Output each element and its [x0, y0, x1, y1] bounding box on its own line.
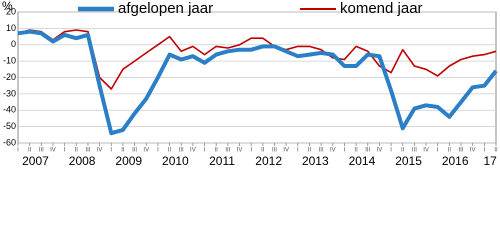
x-tick-label: III: [319, 148, 324, 154]
y-tick-label: -20: [3, 72, 16, 82]
x-group-label: 2011: [209, 154, 235, 168]
x-group-label: 2010: [162, 154, 189, 168]
y-tick-label: 0: [11, 39, 16, 49]
x-tick-label: I: [17, 148, 19, 154]
x-tick-label: III: [85, 148, 90, 154]
y-tick-label: -50: [3, 121, 16, 131]
x-tick-label: IV: [143, 148, 149, 154]
x-tick-label: III: [412, 148, 417, 154]
x-group-label: 17: [483, 154, 497, 168]
x-tick-label: III: [39, 148, 44, 154]
x-tick-label: I: [344, 148, 346, 154]
x-group-label: 2014: [349, 154, 376, 168]
x-tick-label: II: [261, 148, 265, 154]
data-line: [17, 29, 498, 136]
y-tick-label: -30: [3, 88, 16, 98]
x-group-label: 2012: [255, 154, 282, 168]
x-tick-label: I: [204, 148, 206, 154]
x-tick-label: II: [494, 148, 498, 154]
x-tick-label: IV: [470, 148, 476, 154]
x-tick-label: III: [459, 148, 464, 154]
y-tick-label: 10: [6, 23, 16, 33]
y-axis-label: %: [2, 0, 13, 13]
x-tick-label: IV: [50, 148, 56, 154]
x-tick-label: III: [225, 148, 230, 154]
x-tick-label: IV: [423, 148, 429, 154]
x-tick-label: IV: [330, 148, 336, 154]
x-tick-label: IV: [237, 148, 243, 154]
x-tick-label: I: [297, 148, 299, 154]
x-tick-label: II: [448, 148, 452, 154]
x-group-label: 2009: [115, 154, 142, 168]
x-tick-label: III: [132, 148, 137, 154]
x-tick-label: IV: [377, 148, 383, 154]
legend-label: komend jaar: [340, 0, 423, 17]
x-tick-label: IV: [283, 148, 289, 154]
x-tick-label: I: [157, 148, 159, 154]
x-tick-label: II: [168, 148, 172, 154]
x-tick-label: I: [484, 148, 486, 154]
x-tick-label: I: [110, 148, 112, 154]
x-group-label: 2013: [302, 154, 329, 168]
x-tick-label: IV: [190, 148, 196, 154]
x-tick-label: I: [250, 148, 252, 154]
x-group-label: 2008: [69, 154, 96, 168]
x-tick-label: II: [215, 148, 219, 154]
x-tick-label: III: [365, 148, 370, 154]
x-tick-label: III: [179, 148, 184, 154]
x-tick-label: I: [390, 148, 392, 154]
legend-label: afgelopen jaar: [118, 0, 213, 17]
x-tick-label: I: [437, 148, 439, 154]
x-tick-label: II: [401, 148, 405, 154]
x-group-label: 2007: [22, 154, 49, 168]
x-tick-label: II: [354, 148, 358, 154]
y-tick-label: -10: [3, 56, 16, 66]
y-tick-label: 20: [6, 6, 16, 16]
x-tick-label: II: [121, 148, 125, 154]
x-tick-label: II: [308, 148, 312, 154]
x-tick-label: III: [272, 148, 277, 154]
x-tick-label: II: [28, 148, 32, 154]
x-tick-label: I: [64, 148, 66, 154]
x-tick-label: II: [75, 148, 79, 154]
x-group-label: 2015: [395, 154, 422, 168]
x-group-label: 2016: [442, 154, 469, 168]
y-tick-label: -40: [3, 105, 16, 115]
x-tick-label: IV: [97, 148, 103, 154]
y-tick-label: -60: [3, 137, 16, 147]
